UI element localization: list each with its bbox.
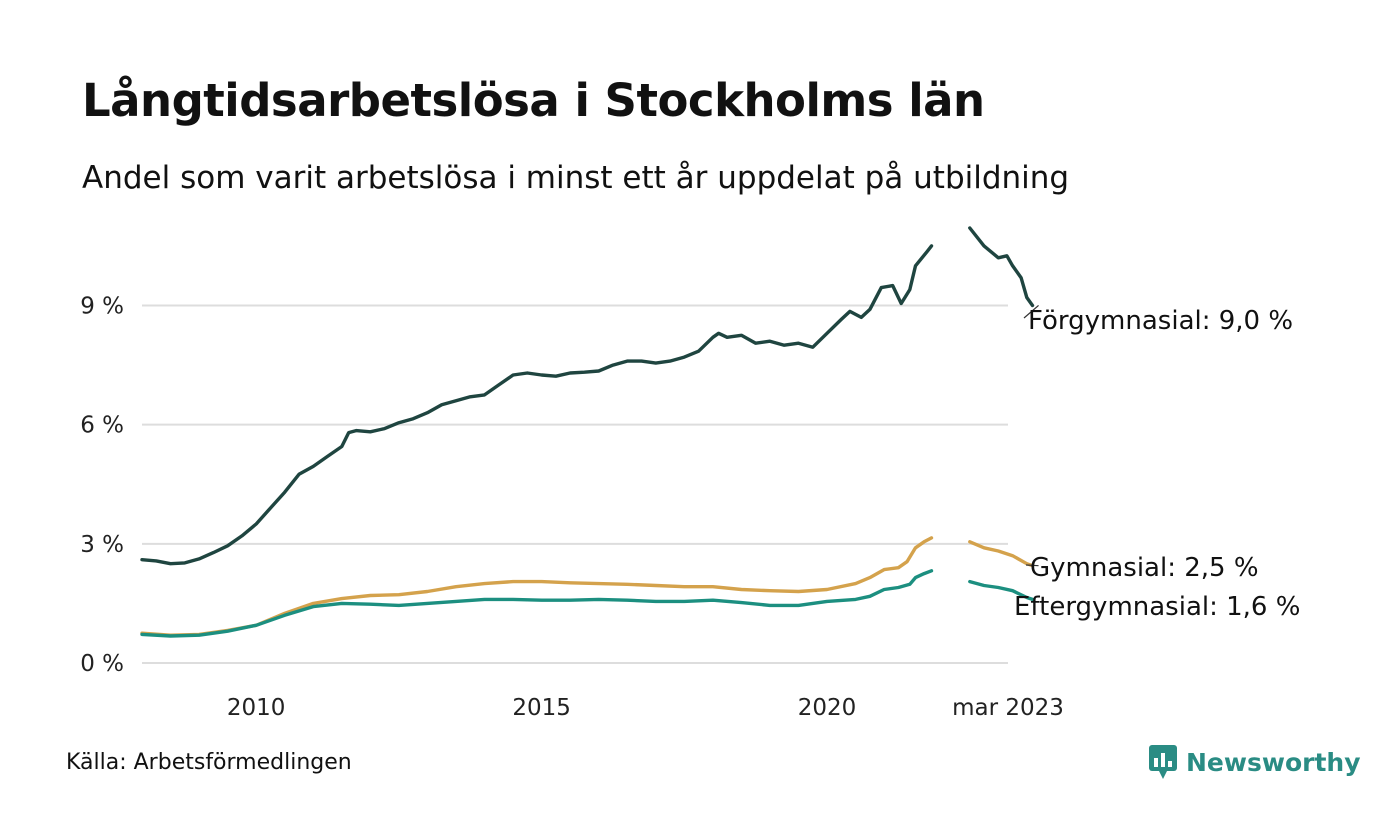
- series-line-gymnasial: [968, 540, 1035, 568]
- x-tick-label: mar 2023: [952, 695, 1064, 721]
- source-note: Källa: Arbetsförmedlingen: [66, 750, 352, 775]
- series-line-eftergymnasial: [140, 569, 934, 638]
- x-tick-label: 2020: [798, 695, 857, 721]
- x-tick-label: 2010: [227, 695, 286, 721]
- label-leader-line: [1023, 305, 1039, 319]
- series-end-labels: Förgymnasial: 9,0 % Gymnasial: 2,5 % Efter…: [1014, 305, 1300, 622]
- label-leader-line: [1025, 564, 1039, 567]
- series-end-label: Förgymnasial: 9,0 %: [1028, 306, 1293, 336]
- series-line-förgymnasial: [140, 244, 934, 566]
- gridlines: [142, 304, 1008, 664]
- y-tick-label: 6 %: [80, 413, 124, 439]
- newsworthy-logo-icon: [1149, 745, 1177, 779]
- y-tick-label: 0 %: [80, 651, 124, 677]
- brand-logo: Newsworthy: [1148, 744, 1361, 780]
- chart-subtitle: Andel som varit arbetslösa i minst ett å…: [82, 160, 1070, 196]
- series-line-förgymnasial: [968, 226, 1035, 308]
- series-end-label: Gymnasial: 2,5 %: [1030, 553, 1259, 583]
- series-line-eftergymnasial: [968, 579, 1035, 602]
- series-line-gymnasial: [140, 536, 934, 637]
- y-tick-label: 3 %: [80, 532, 124, 558]
- y-axis-ticks: 0 % 3 % 6 % 9 %: [80, 293, 124, 677]
- x-axis-ticks: 2010 2015 2020 mar 2023: [227, 695, 1064, 721]
- y-tick-label: 9 %: [80, 293, 124, 319]
- chart-title: Långtidsarbetslösa i Stockholms län: [82, 74, 985, 127]
- series-end-label: Eftergymnasial: 1,6 %: [1014, 592, 1300, 622]
- brand-name: Newsworthy: [1186, 747, 1361, 777]
- x-tick-label: 2015: [512, 695, 571, 721]
- series-lines: [140, 226, 1035, 638]
